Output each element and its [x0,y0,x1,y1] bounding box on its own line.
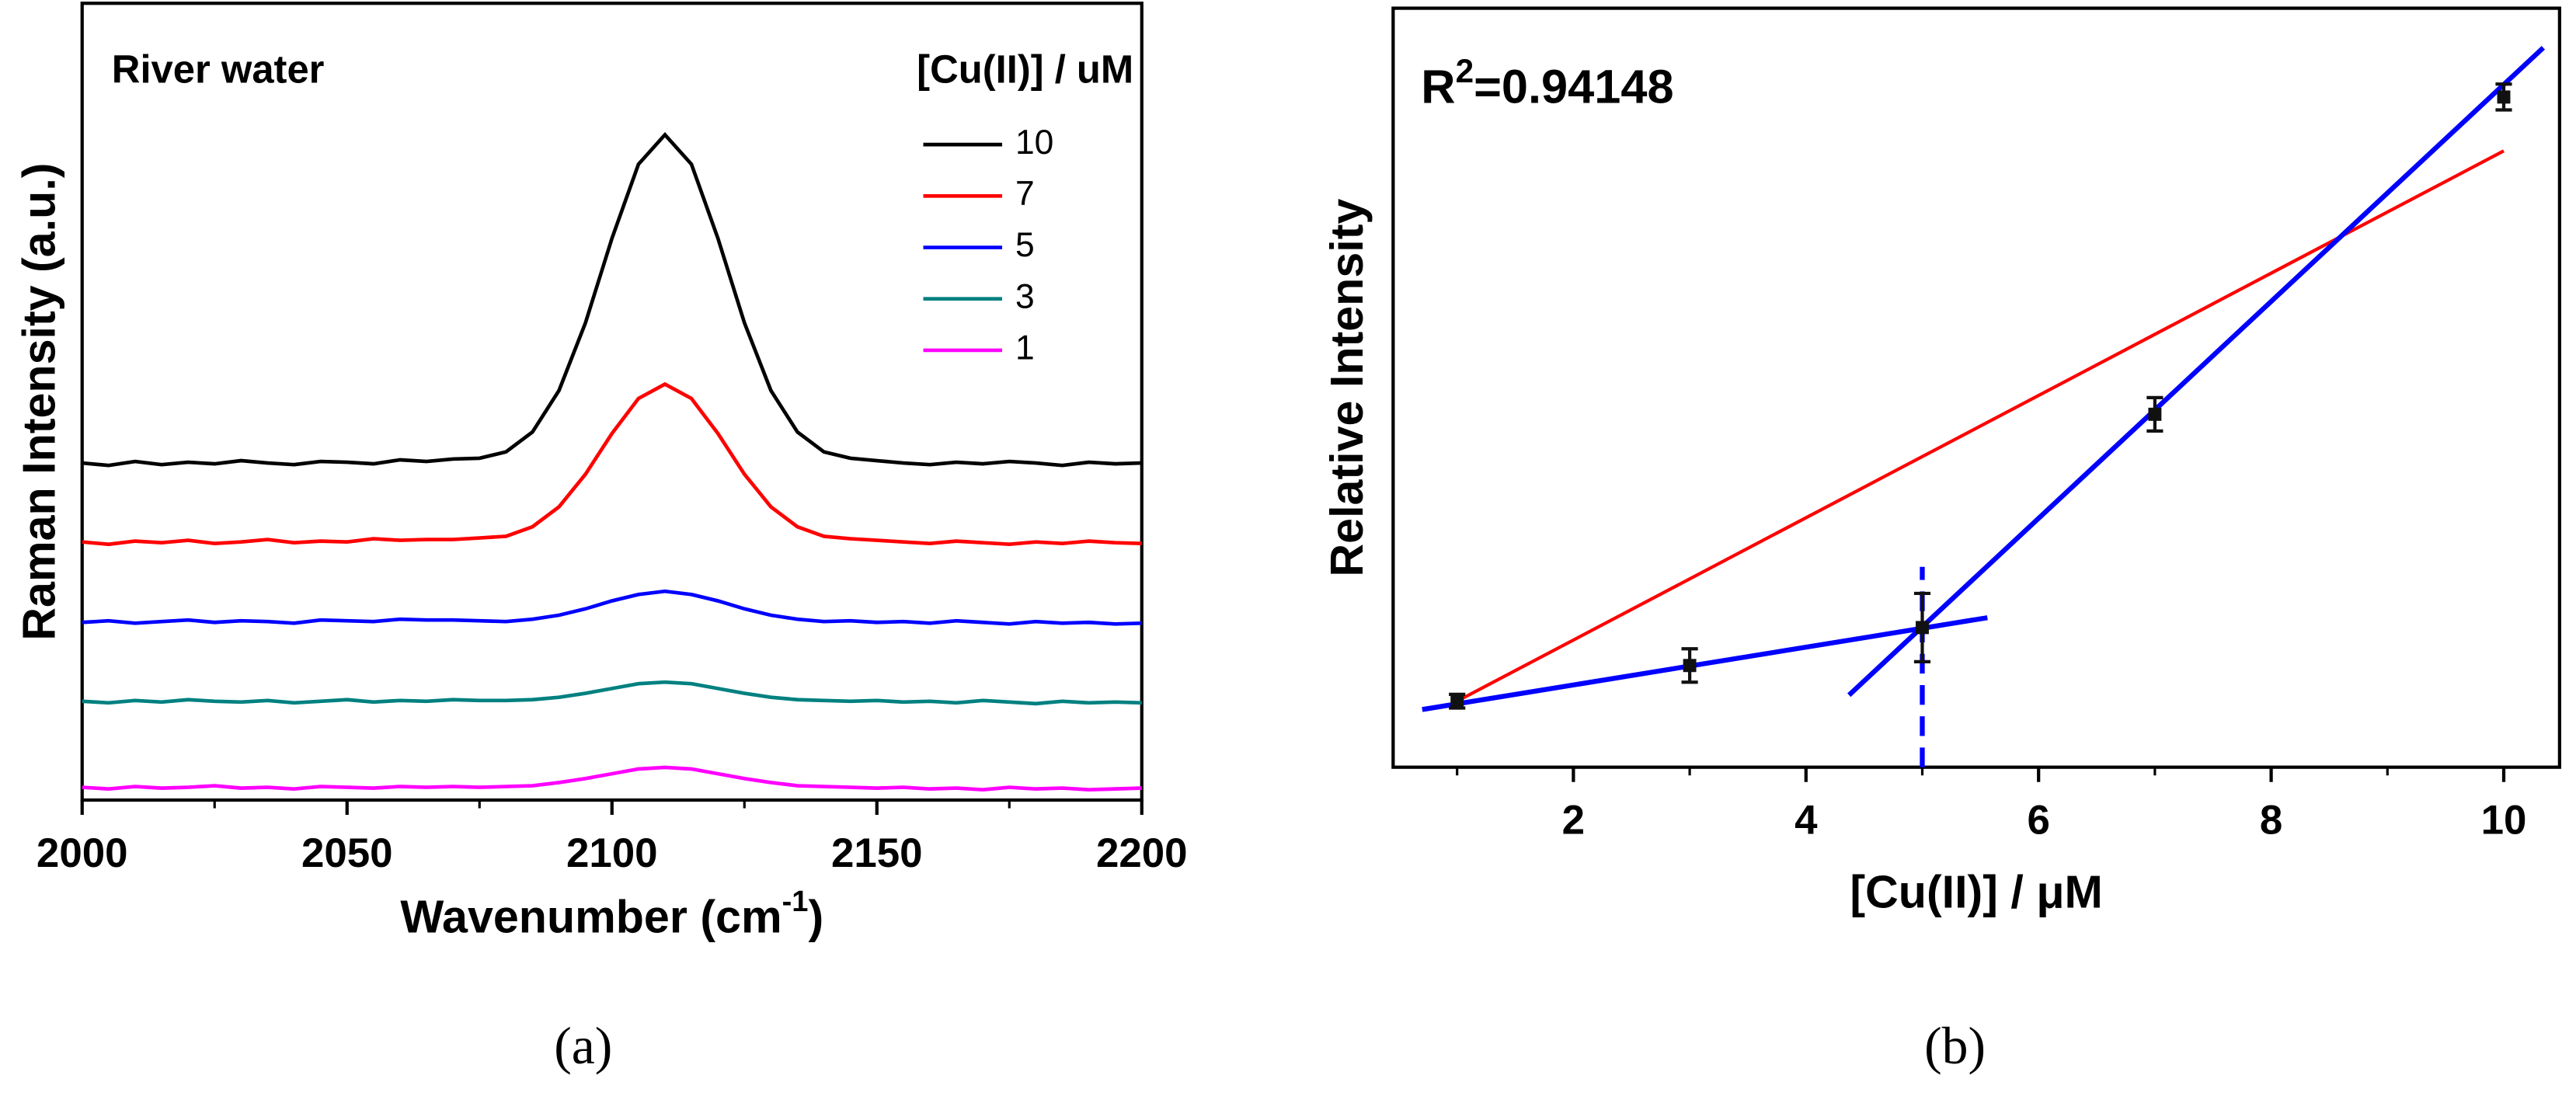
x-tick-label: 2100 [566,830,658,876]
legend-label: 7 [1015,175,1035,213]
fit-line [1422,615,1988,712]
fit-line [1847,46,2546,698]
x-tick-label: 4 [1794,798,1818,844]
x-tick-label: 8 [2260,798,2282,844]
text-part: Wavenumber (cm [400,890,782,942]
x-tick-label: 2150 [831,830,923,876]
x-tick-label: 2050 [301,830,393,876]
annotation: R2=0.94148 [1421,53,1673,113]
panel-caption: (a) [554,1017,612,1075]
data-point [1450,694,1464,708]
panel-caption: (b) [1924,1017,1986,1075]
x-tick-label: 2000 [37,830,128,876]
legend-label: 10 [1015,124,1053,162]
legend-label: 1 [1015,329,1035,367]
spectrum-line [82,381,1142,547]
fit-line [1456,149,2505,703]
text-part: R [1421,60,1455,113]
spectrum-line [82,765,1142,792]
spectrum-line [82,680,1142,706]
text-part: ) [808,890,823,942]
superscript: -1 [782,886,809,918]
x-tick-label: 2 [1562,798,1585,844]
legend-title: [Cu(II)] / uM [917,47,1133,91]
spectrum-line [82,132,1142,468]
y-axis-label: Relative Intensity [1321,199,1373,577]
legend-label: 3 [1015,277,1035,315]
spectrum-line [82,589,1142,626]
text-part: =0.94148 [1474,60,1674,113]
data-point [2148,407,2162,421]
plot-frame [1391,6,2561,769]
y-axis-label: Raman Intensity (a.u.) [13,163,65,641]
annotation: River water [112,47,325,91]
plot-frame [80,2,1144,802]
data-point [1683,659,1697,673]
legend-label: 5 [1015,226,1035,264]
x-tick-label: 6 [2027,798,2049,844]
x-axis-label: [Cu(II)] / μM [1850,865,2103,917]
x-tick-label: 2200 [1096,830,1188,876]
data-point [2497,90,2511,104]
x-axis-label: Wavenumber (cm-1) [400,886,823,942]
superscript: 2 [1456,53,1474,89]
x-tick-label: 10 [2481,798,2527,844]
data-point [1916,621,1929,635]
